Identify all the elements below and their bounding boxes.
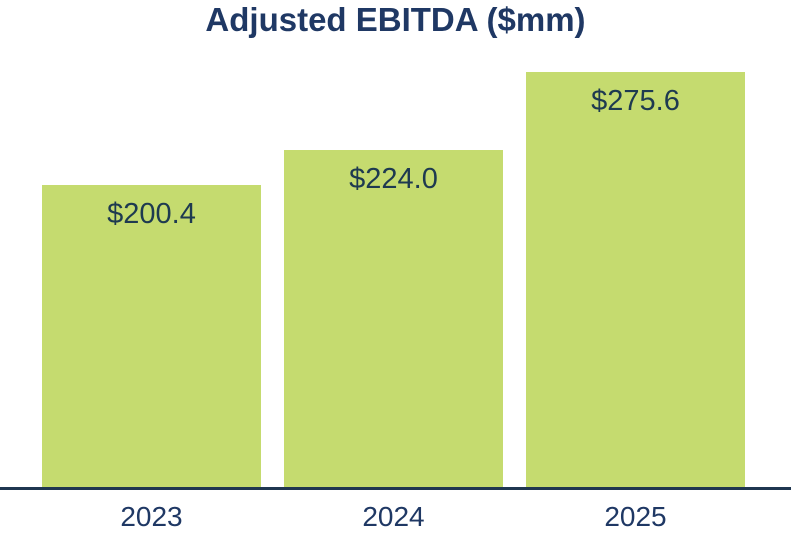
x-axis-line <box>0 487 791 490</box>
bar-2025: $275.6 <box>526 72 745 487</box>
bar-value-label: $275.6 <box>591 85 680 117</box>
x-axis-label: 2023 <box>120 501 183 532</box>
x-axis-label: 2024 <box>362 501 425 532</box>
bar-value-label: $200.4 <box>107 198 196 231</box>
bar-value-label: $224.0 <box>349 162 438 195</box>
bar-2023: $200.4 <box>42 185 261 487</box>
chart-title: Adjusted EBITDA ($mm) <box>205 1 586 38</box>
x-axis-labels: 2023 2024 2025 <box>42 501 745 533</box>
bars-area: $200.4 $224.0 $275.6 <box>42 0 745 487</box>
x-axis-label: 2025 <box>604 501 667 532</box>
bar-2024: $224.0 <box>284 149 503 487</box>
